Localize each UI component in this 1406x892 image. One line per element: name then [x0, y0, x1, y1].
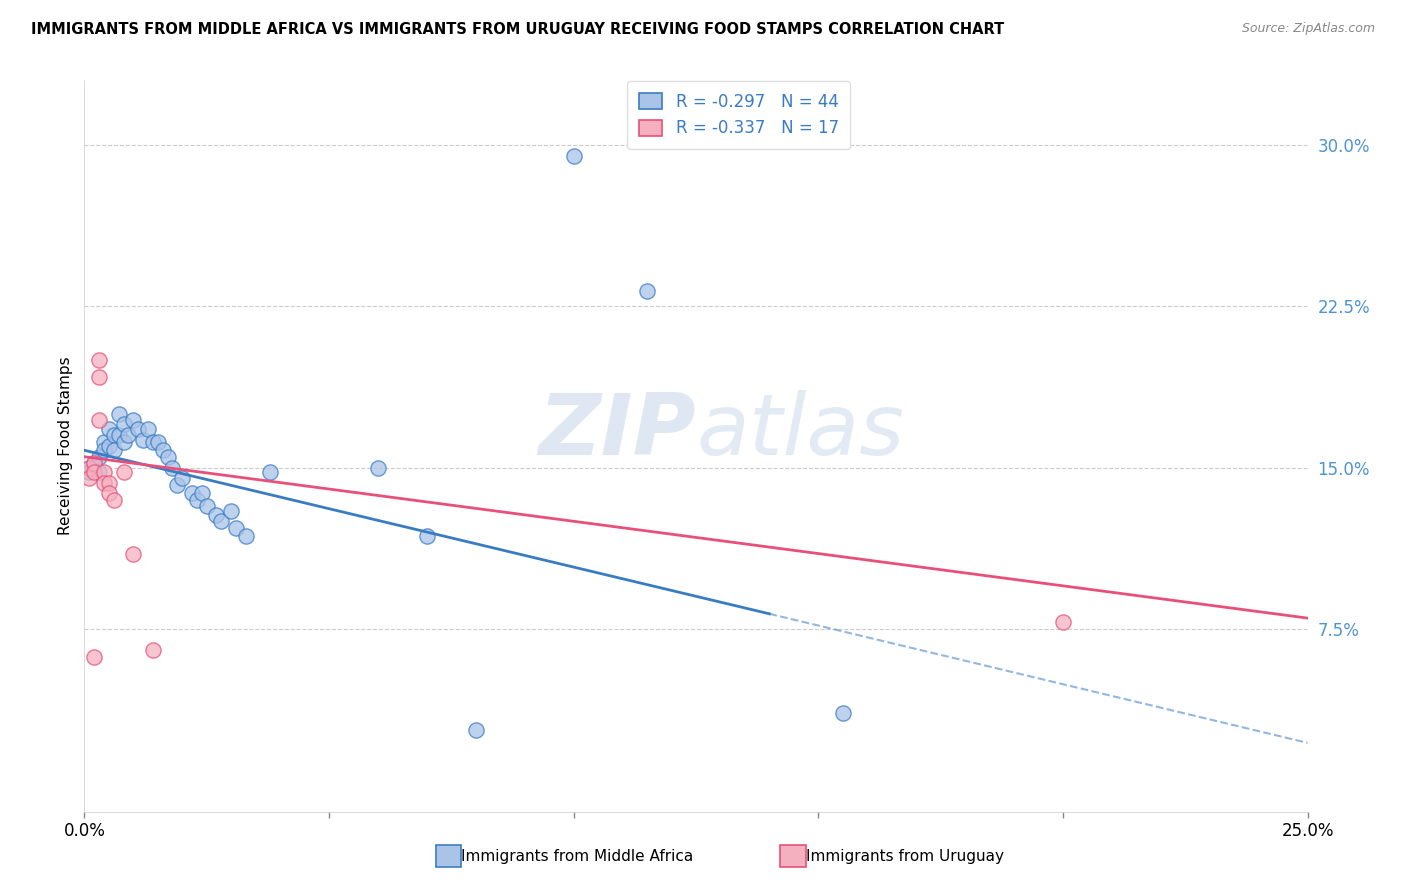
Point	[97, 439, 120, 453]
Point	[87, 353, 110, 368]
Point	[83, 649, 105, 664]
Point	[107, 407, 129, 421]
Point	[186, 492, 208, 507]
Point	[97, 486, 120, 500]
Point	[191, 486, 214, 500]
Point	[103, 428, 125, 442]
Point	[83, 456, 105, 470]
Point	[103, 492, 125, 507]
Legend: R = -0.297   N = 44, R = -0.337   N = 17: R = -0.297 N = 44, R = -0.337 N = 17	[627, 81, 851, 149]
Point	[172, 471, 194, 485]
Point	[77, 460, 100, 475]
Point	[83, 465, 105, 479]
Point	[77, 471, 100, 485]
Point	[103, 443, 125, 458]
Point	[562, 148, 585, 162]
Text: Source: ZipAtlas.com: Source: ZipAtlas.com	[1241, 22, 1375, 36]
Point	[77, 460, 100, 475]
Text: atlas: atlas	[696, 390, 904, 473]
Point	[181, 486, 204, 500]
Point	[162, 460, 184, 475]
Text: ZIP: ZIP	[538, 390, 696, 473]
Point	[122, 413, 145, 427]
Point	[209, 514, 232, 528]
Point	[219, 503, 242, 517]
Point	[112, 434, 135, 449]
Point	[205, 508, 228, 522]
Point	[831, 706, 853, 720]
Point	[107, 428, 129, 442]
Point	[83, 460, 105, 475]
Point	[127, 422, 149, 436]
Point	[142, 643, 165, 657]
Point	[464, 723, 486, 737]
Point	[156, 450, 179, 464]
Point	[93, 434, 115, 449]
Point	[122, 547, 145, 561]
Point	[152, 443, 174, 458]
Point	[97, 422, 120, 436]
Point	[166, 477, 188, 491]
Point	[93, 443, 115, 458]
Point	[195, 500, 218, 514]
Point	[112, 465, 135, 479]
Y-axis label: Receiving Food Stamps: Receiving Food Stamps	[58, 357, 73, 535]
Point	[87, 413, 110, 427]
Point	[112, 417, 135, 432]
Point	[117, 428, 139, 442]
Text: Immigrants from Uruguay: Immigrants from Uruguay	[806, 849, 1004, 863]
Point	[132, 433, 155, 447]
Point	[87, 465, 110, 479]
Point	[259, 465, 281, 479]
Point	[77, 465, 100, 479]
Point	[367, 460, 389, 475]
Point	[1052, 615, 1074, 630]
Point	[146, 434, 169, 449]
Point	[136, 422, 159, 436]
Point	[93, 475, 115, 490]
Point	[87, 450, 110, 464]
Point	[93, 465, 115, 479]
Point	[97, 475, 120, 490]
Point	[83, 456, 105, 470]
Point	[235, 529, 257, 543]
Point	[142, 434, 165, 449]
Text: Immigrants from Middle Africa: Immigrants from Middle Africa	[461, 849, 693, 863]
Text: IMMIGRANTS FROM MIDDLE AFRICA VS IMMIGRANTS FROM URUGUAY RECEIVING FOOD STAMPS C: IMMIGRANTS FROM MIDDLE AFRICA VS IMMIGRA…	[31, 22, 1004, 37]
Point	[416, 529, 439, 543]
Point	[636, 284, 658, 298]
Point	[225, 521, 247, 535]
Point	[87, 370, 110, 384]
